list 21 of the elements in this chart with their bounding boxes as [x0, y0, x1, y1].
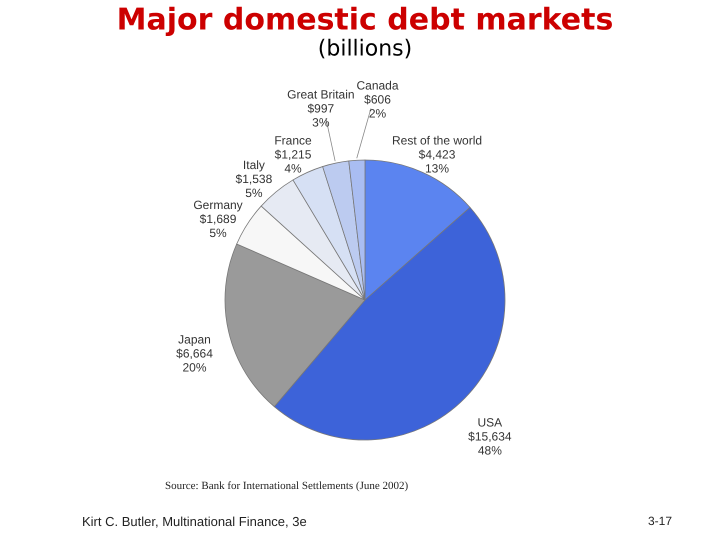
- data-label: $15,634 48%: [468, 430, 512, 458]
- slice-label: USA: [478, 416, 502, 430]
- slice-label: Germany: [193, 198, 243, 212]
- data-label: $6,664 20%: [176, 346, 214, 374]
- slice-label: Great Britain: [287, 88, 355, 102]
- data-label: $4,423 13%: [418, 148, 456, 176]
- chart-subtitle: (billions): [318, 36, 412, 62]
- chart-title: Major domestic debt markets: [116, 2, 614, 38]
- data-label: $606 2%: [364, 92, 392, 120]
- source-note: Source: Bank for International Settlements (June 2002): [165, 480, 408, 492]
- slice-label: Italy: [242, 158, 265, 172]
- slice-label: Canada: [356, 78, 399, 92]
- slice-label: Rest of the world: [392, 134, 482, 148]
- text: Kirt C. Butler, Multinational Finance, 3e: [82, 514, 307, 529]
- data-label: $1,215 4%: [274, 147, 312, 176]
- data-label: $997 3%: [308, 102, 335, 130]
- data-label: $1,538 5%: [236, 172, 273, 200]
- data-label: $1,689 5%: [200, 212, 237, 240]
- text: 3-17: [648, 514, 672, 528]
- slice-label: France: [274, 133, 312, 148]
- slice-label: Japan: [178, 332, 211, 346]
